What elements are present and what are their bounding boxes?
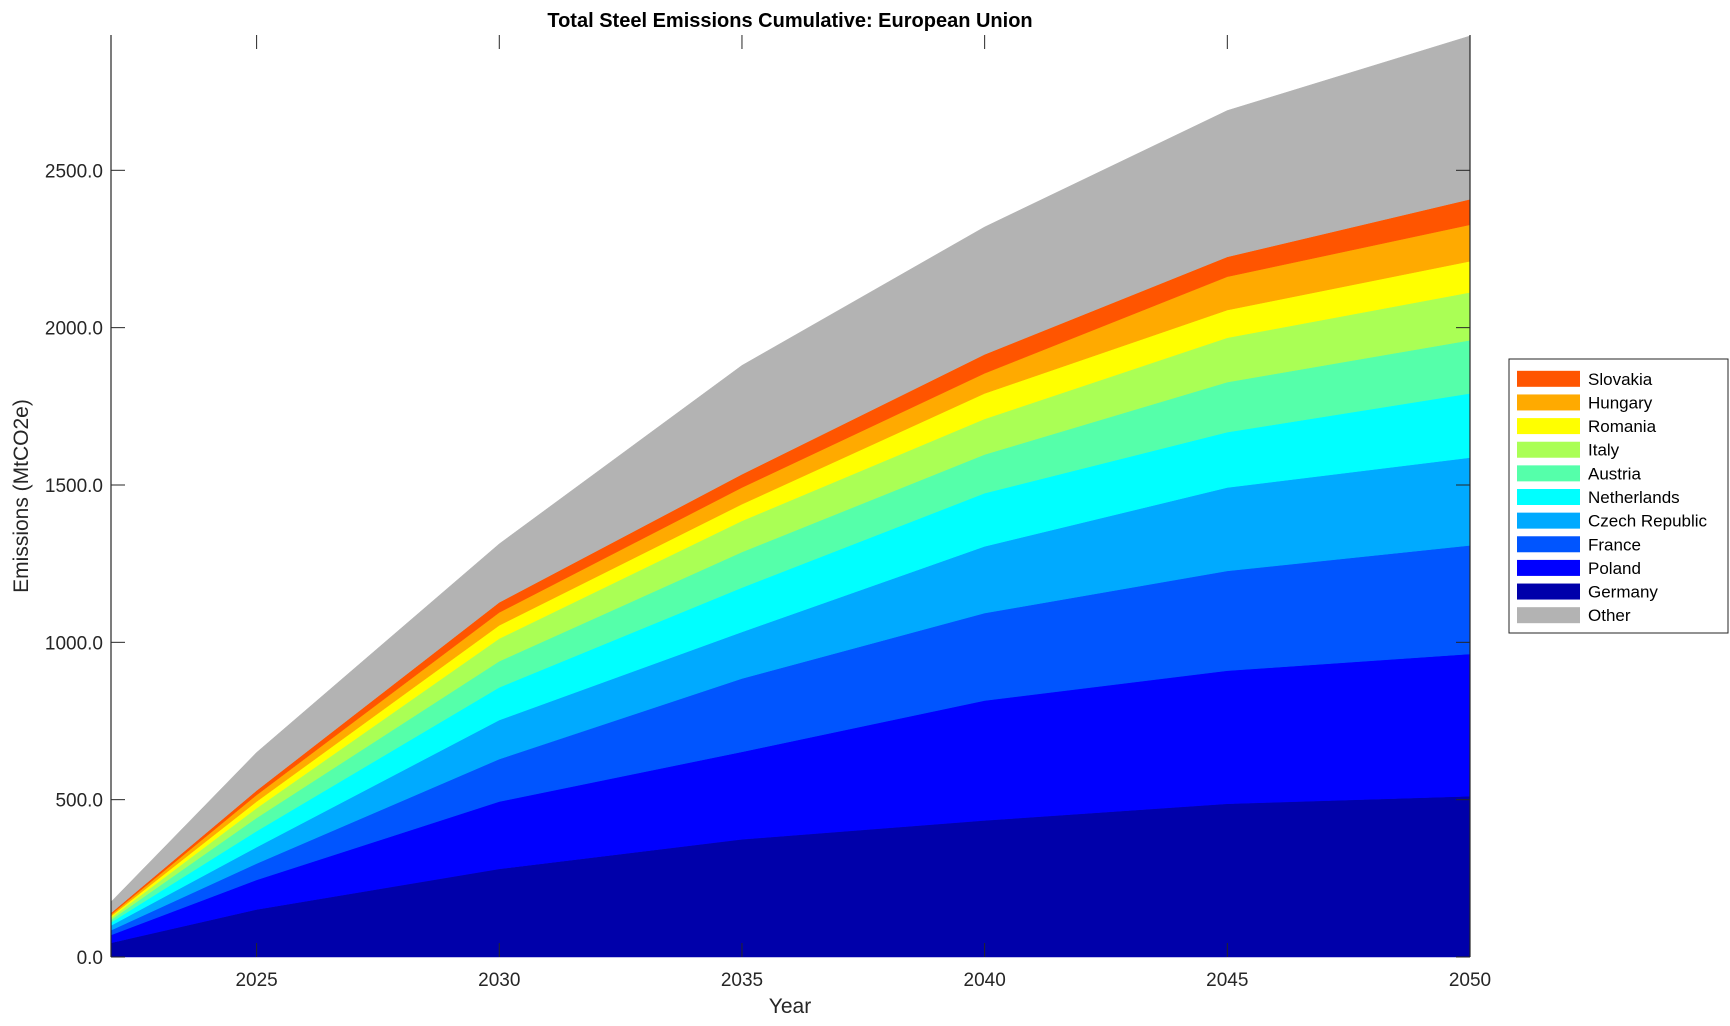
legend-swatch [1517, 512, 1580, 529]
x-tick-label: 2045 [1206, 970, 1248, 991]
area-layers [110, 35, 1471, 958]
x-tick-label: 2025 [235, 970, 277, 991]
y-tick-label: 0.0 [77, 948, 103, 969]
legend-swatch [1517, 559, 1580, 576]
legend-item-slovakia: Slovakia [1517, 370, 1653, 389]
legend-label: Romania [1588, 417, 1657, 436]
legend-label: Hungary [1588, 393, 1653, 412]
axes: 0.0 500.0 1000.0 1500.0 2000.0 2500.0 2025 2030… [45, 35, 1491, 991]
legend-swatch [1517, 465, 1580, 482]
legend-item-austria: Austria [1517, 464, 1641, 483]
y-tick-label: 1500.0 [45, 476, 103, 497]
legend-label: Italy [1588, 441, 1620, 460]
x-tick-label: 2035 [721, 970, 763, 991]
legend-item-hungary: Hungary [1517, 393, 1653, 412]
legend-item-poland: Poland [1517, 559, 1641, 578]
legend-swatch [1517, 418, 1580, 435]
x-tick-label: 2030 [478, 970, 520, 991]
y-axis-label: Emissions (MtCO2e) [10, 399, 33, 593]
legend-label: Austria [1588, 464, 1641, 483]
legend-swatch [1517, 536, 1580, 553]
legend-item-germany: Germany [1517, 583, 1658, 602]
y-tick-label: 2500.0 [45, 161, 103, 182]
chart-title: Total Steel Emissions Cumulative: Europe… [547, 10, 1032, 32]
legend-label: France [1588, 535, 1641, 554]
legend-item-romania: Romania [1517, 417, 1657, 436]
legend-label: Other [1588, 606, 1631, 625]
legend-swatch [1517, 441, 1580, 458]
legend: Slovakia Hungary Romania Italy Austria Nether… [1508, 358, 1729, 634]
legend-swatch [1517, 394, 1580, 411]
legend-item-netherlands: Netherlands [1517, 488, 1680, 507]
y-tick-label: 1000.0 [45, 633, 103, 654]
x-tick-label: 2040 [964, 970, 1006, 991]
legend-item-other: Other [1517, 606, 1631, 625]
legend-item-france: France [1517, 535, 1641, 554]
x-tick-label: 2050 [1449, 970, 1491, 991]
legend-label: Poland [1588, 559, 1641, 578]
y-tick-label: 2000.0 [45, 319, 103, 340]
legend-label: Germany [1588, 583, 1658, 602]
legend-item-italy: Italy [1517, 441, 1620, 460]
legend-swatch [1517, 370, 1580, 387]
legend-swatch [1517, 583, 1580, 600]
legend-item-czech-republic: Czech Republic [1517, 512, 1708, 531]
y-tick-label: 500.0 [55, 791, 103, 812]
legend-swatch [1517, 607, 1580, 624]
legend-label: Slovakia [1588, 370, 1653, 389]
x-axis-label: Year [769, 995, 811, 1018]
legend-label: Netherlands [1588, 488, 1680, 507]
legend-swatch [1517, 489, 1580, 505]
legend-label: Czech Republic [1588, 512, 1708, 531]
